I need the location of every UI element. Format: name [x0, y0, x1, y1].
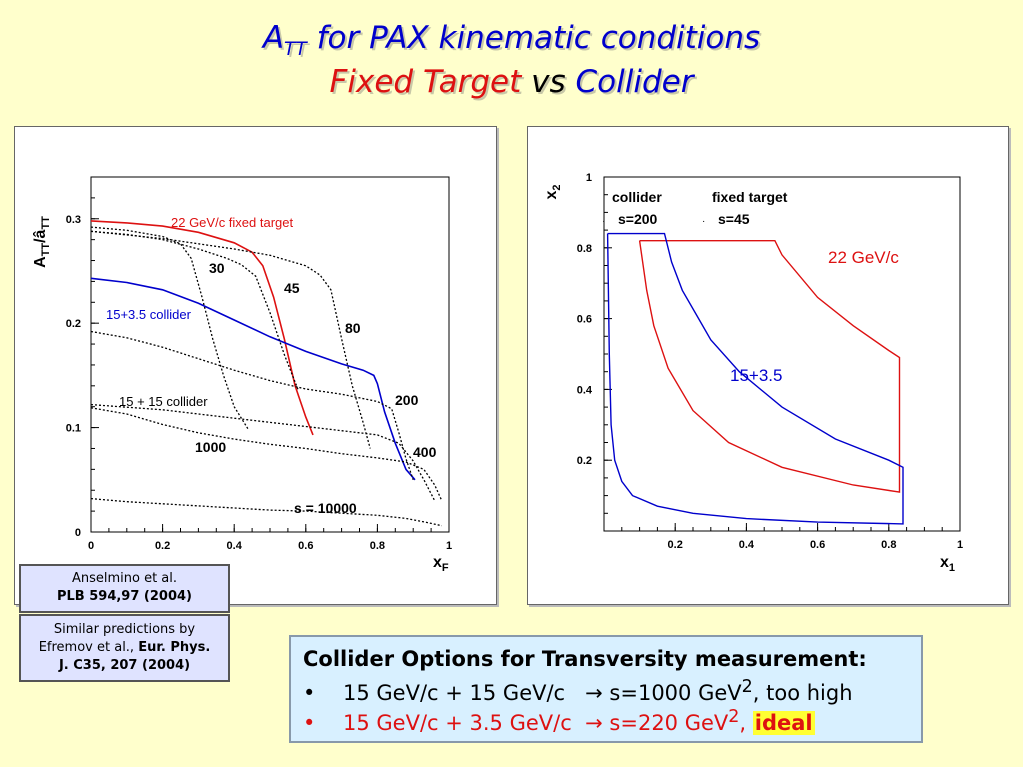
region-22-gev-c — [638, 239, 901, 493]
ref-authors: Efremov et al., — [38, 640, 139, 655]
series-15-3-5-collider — [90, 277, 416, 481]
x-axis-label: x1 — [940, 554, 955, 574]
legend-entry: fixed target — [712, 189, 788, 205]
legend-marker: · — [602, 216, 605, 227]
x-tick-label: 1 — [957, 539, 963, 551]
legend-marker: · — [702, 216, 705, 227]
series-200 — [90, 330, 414, 481]
bullet: • — [303, 711, 316, 735]
plot-frame — [603, 176, 961, 532]
energy-value: s=1000 GeV — [602, 681, 742, 705]
y-tick-label: 0.3 — [66, 214, 81, 226]
annotation: s = 10000 — [294, 500, 357, 516]
slide-title-line1: ATT for PAX kinematic conditions — [0, 20, 1023, 60]
annotation: 400 — [413, 444, 437, 460]
annotation: 22 GeV/c — [828, 248, 899, 267]
series-s-10000 — [90, 497, 442, 527]
x-tick-label: 0.8 — [370, 540, 385, 552]
series-400 — [90, 403, 436, 501]
y-axis-label: ATT/âTT — [32, 216, 52, 268]
plot-frame — [90, 176, 450, 533]
x-tick-label: 0.8 — [881, 539, 896, 551]
ref-line2: Efremov et al., Eur. Phys. — [21, 639, 228, 657]
ref-authors: Anselmino et al. — [71, 571, 178, 586]
series-1000 — [90, 407, 443, 501]
series-30 — [90, 226, 250, 431]
superscript: 2 — [741, 677, 753, 697]
y-tick-label: 0.6 — [577, 314, 592, 326]
title-vs: vs — [521, 64, 576, 100]
y-tick-label: 0.2 — [577, 455, 592, 467]
y-tick-label: 0.4 — [577, 384, 593, 396]
verdict: , too high — [752, 681, 853, 705]
x-tick-label: 0.4 — [739, 539, 755, 551]
x-axis-label: xF — [433, 554, 449, 574]
note-heading: Collider Options for Transversity measur… — [303, 647, 867, 671]
reference-efremov: Similar predictions by Efremov et al., E… — [19, 614, 230, 682]
x-tick-label: 0.4 — [227, 540, 243, 552]
annotation: 30 — [209, 260, 225, 276]
title-collider: Collider — [575, 64, 694, 100]
x-tick-label: 0.2 — [155, 540, 170, 552]
ref-journal: Eur. Phys. — [138, 640, 211, 655]
annotation: 80 — [345, 320, 361, 336]
separator: , — [739, 711, 753, 735]
arrow-icon: → — [585, 711, 603, 735]
att-vs-xf-chart: 0 0.2 0.4 0.6 0.8 1 0 0.1 0.2 0.3 ATT/âTT xF 22 G… — [32, 176, 452, 574]
y-tick-label: 0.2 — [66, 318, 81, 330]
beam-config: 15 GeV/c + 15 GeV/c — [343, 681, 566, 705]
title-fixed-target: Fixed Target — [329, 64, 522, 100]
energy-value: s=220 GeV — [602, 711, 729, 735]
y-tick-label: 0 — [75, 527, 81, 539]
beam-config: 15 GeV/c + 3.5 GeV/c — [343, 711, 572, 735]
ref-line3: J. C35, 207 (2004) — [58, 658, 191, 673]
legend-sub: s=200 — [618, 211, 658, 227]
title-a: A — [262, 20, 285, 56]
annotation: 200 — [395, 392, 419, 408]
left-chart-panel: 0 0.2 0.4 0.6 0.8 1 0 0.1 0.2 0.3 ATT/âTT xF 22 G… — [14, 126, 497, 605]
annotation: 15+3.5 collider — [106, 307, 192, 322]
title-sub: TT — [284, 39, 307, 61]
bullet: • — [303, 681, 316, 705]
x-tick-label: 0.2 — [668, 539, 683, 551]
x-tick-label: 0.6 — [298, 540, 313, 552]
superscript: 2 — [728, 707, 740, 727]
legend-entry: collider — [612, 189, 662, 205]
annotation: 15 + 15 collider — [119, 394, 208, 409]
annotation: 45 — [284, 280, 300, 296]
ideal-highlight: ideal — [752, 711, 815, 735]
note-line-1: • 15 GeV/c + 15 GeV/c → s=1000 GeV2, too … — [303, 677, 853, 705]
x-tick-label: 0.6 — [810, 539, 825, 551]
series-80 — [90, 230, 371, 449]
annotation: 1000 — [195, 439, 226, 455]
y-tick-label: 0.8 — [577, 243, 592, 255]
legend-sub: s=45 — [718, 211, 750, 227]
arrow-icon: → — [585, 681, 603, 705]
x-tick-label: 1 — [446, 540, 452, 552]
title-rest: for PAX kinematic conditions — [306, 20, 761, 56]
ref-line1: Similar predictions by — [53, 622, 196, 637]
y-axis-label: x2 — [543, 184, 563, 199]
reference-anselmino: Anselmino et al. PLB 594,97 (2004) — [19, 564, 230, 613]
note-line-2: • 15 GeV/c + 3.5 GeV/c → s=220 GeV2, idea… — [303, 707, 815, 735]
annotation: 22 GeV/c fixed target — [171, 215, 294, 230]
y-tick-label: 1 — [586, 172, 592, 184]
y-tick-label: 0.1 — [66, 423, 81, 435]
collider-options-box: Collider Options for Transversity measur… — [289, 635, 923, 743]
ref-journal: PLB 594,97 (2004) — [56, 589, 192, 604]
x1-x2-chart: 0.2 0.4 0.6 0.8 1 0.2 0.4 0.6 0.8 1 x2 x1 collide… — [543, 172, 963, 574]
annotation: 15+3.5 — [730, 366, 782, 385]
right-chart-panel: 0.2 0.4 0.6 0.8 1 0.2 0.4 0.6 0.8 1 x2 x1 collide… — [527, 126, 1009, 605]
slide-title-line2: Fixed Target vs Collider — [0, 64, 1023, 100]
region-15-3-5 — [606, 232, 904, 525]
x-tick-label: 0 — [88, 540, 94, 552]
series-22-gev-c-fixed-target — [90, 220, 314, 436]
